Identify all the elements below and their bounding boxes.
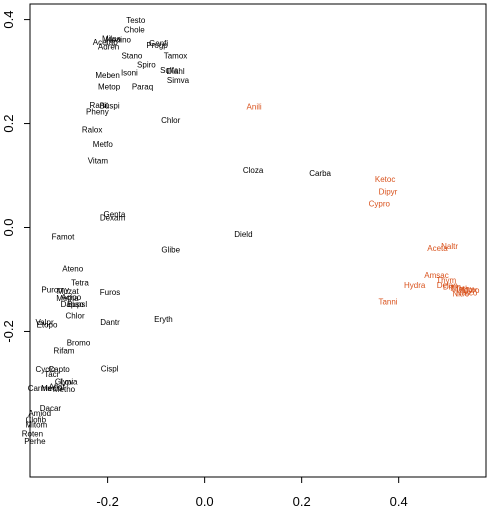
point-label-tetra: Tetra bbox=[71, 279, 89, 288]
point-label-genta: Genta bbox=[104, 210, 126, 219]
point-label-hydra: Hydra bbox=[404, 281, 426, 290]
point-label-aceta: Aceta bbox=[427, 244, 448, 253]
point-label-thym: Thym bbox=[436, 276, 456, 285]
point-label-dapso: Dapso bbox=[61, 300, 85, 309]
x-tick-label: 0.2 bbox=[293, 494, 311, 509]
point-label-dexam: Dexam bbox=[100, 214, 126, 223]
point-label-simva: Simva bbox=[167, 76, 190, 85]
point-label-glypi: Glypi bbox=[55, 377, 73, 386]
point-label-ateno: Ateno bbox=[62, 265, 83, 274]
point-label-dipyr: Dipyr bbox=[379, 188, 398, 197]
point-label-sulfa: Sulfa bbox=[160, 66, 179, 75]
point-label-paraq: Paraq bbox=[132, 83, 153, 92]
point-label-lova: Lova bbox=[60, 377, 78, 386]
point-label-furos: Furos bbox=[100, 288, 120, 297]
point-label-muzat: Muzat bbox=[57, 287, 80, 296]
point-label-carba: Carba bbox=[309, 169, 331, 178]
point-label-metho: Metho bbox=[53, 385, 76, 394]
point-label-milna: Milna bbox=[102, 34, 122, 43]
point-label-tacr: Tacr bbox=[44, 370, 59, 379]
point-label-carmu: Carmu bbox=[28, 384, 52, 393]
point-label-cloza: Cloza bbox=[243, 166, 264, 175]
point-label-vitam: Vitam bbox=[88, 157, 109, 166]
point-label-myro: Myro bbox=[462, 286, 480, 295]
point-label-bromo: Bromo bbox=[67, 338, 91, 347]
point-label-meclo: Meclo bbox=[41, 384, 63, 393]
point-label-meben: Meben bbox=[95, 71, 119, 80]
point-label-puromy: Puromy bbox=[41, 285, 69, 294]
x-tick-label: 0.0 bbox=[196, 494, 214, 509]
point-label-buspi: Buspi bbox=[100, 101, 120, 110]
point-label-cypro: Cypro bbox=[369, 200, 391, 209]
point-label-etopo: Etopo bbox=[37, 321, 58, 330]
point-label-anili: Anili bbox=[247, 102, 262, 111]
point-label-delan: Delan bbox=[437, 281, 458, 290]
point-label-perhe: Perhe bbox=[24, 437, 46, 446]
point-label-cispl: Cispl bbox=[101, 364, 119, 373]
point-label-nitro: Nitro bbox=[452, 290, 469, 299]
point-label-genfi: Genfi bbox=[149, 39, 168, 48]
point-label-eryth: Eryth bbox=[154, 315, 173, 324]
point-label-metop: Metop bbox=[98, 83, 121, 92]
point-label-spiro: Spiro bbox=[137, 60, 156, 69]
point-label-acipo: Acipo bbox=[61, 293, 82, 302]
x-tick-label: -0.2 bbox=[96, 494, 118, 509]
point-label-metha: Metha bbox=[56, 294, 79, 303]
point-label-capto: Capto bbox=[48, 365, 70, 374]
point-label-methy: Methy bbox=[452, 284, 474, 293]
y-tick-label: 0.2 bbox=[1, 115, 16, 133]
point-label-dipin: Dipin bbox=[443, 282, 461, 291]
point-label-chole: Chole bbox=[124, 26, 145, 35]
point-label-ketoc: Ketoc bbox=[375, 175, 395, 184]
point-label-digox: Digox bbox=[456, 285, 476, 294]
point-label-rifam: Rifam bbox=[54, 347, 75, 356]
point-label-dantr: Dantr bbox=[100, 318, 120, 327]
point-label-isoni: Isoni bbox=[121, 69, 138, 78]
point-label-tanni: Tanni bbox=[378, 297, 397, 306]
point-label-adren: Adren bbox=[98, 43, 119, 52]
y-tick-label: -0.2 bbox=[1, 320, 16, 342]
plot-frame bbox=[29, 3, 487, 478]
point-label-aflat: Aflat bbox=[49, 383, 66, 392]
y-tick-label: 0.0 bbox=[1, 218, 16, 236]
point-label-roten: Roten bbox=[22, 429, 43, 438]
point-label-clofib: Clofib bbox=[26, 415, 47, 424]
point-label-pheny: Pheny bbox=[86, 108, 109, 117]
y-tick-label: 0.4 bbox=[1, 11, 16, 29]
point-label-dacar: Dacar bbox=[40, 404, 62, 413]
point-label-dield: Dield bbox=[234, 230, 252, 239]
point-label-ralox: Ralox bbox=[82, 125, 102, 134]
point-label-chlor: Chlor bbox=[66, 311, 85, 320]
point-label-mitom: Mitom bbox=[25, 421, 47, 430]
point-label-progp: Progp bbox=[146, 41, 168, 50]
point-label-naltr: Naltr bbox=[441, 242, 458, 251]
point-label-stano: Stano bbox=[121, 52, 142, 61]
point-label-glibe: Glibe bbox=[161, 245, 180, 254]
point-label-chlor: Chlor bbox=[161, 116, 180, 125]
point-label-ranit: Ranit bbox=[90, 101, 109, 110]
point-label-narco: Narco bbox=[456, 289, 478, 298]
point-label-diahl: Diahl bbox=[166, 67, 184, 76]
point-label-amiod: Amiod bbox=[28, 409, 51, 418]
point-label-cyclo: Cyclo bbox=[35, 365, 56, 374]
x-tick-label: 0.4 bbox=[390, 494, 408, 509]
point-label-metfo: Metfo bbox=[93, 140, 114, 149]
point-label-testo: Testo bbox=[126, 16, 146, 25]
point-label-acetap: Acetap bbox=[93, 38, 118, 47]
point-label-famot: Famot bbox=[52, 232, 75, 241]
point-label-bupsl: Bupsl bbox=[67, 300, 87, 309]
point-label-tamox: Tamox bbox=[164, 52, 188, 61]
point-label-valpr: Valpr bbox=[36, 318, 54, 327]
point-label-neaino: Neaino bbox=[106, 35, 132, 44]
axes: -0.2 0.0 0.2 0.4 -0.2 0.0 0.2 0.4 bbox=[1, 11, 408, 509]
point-label-amsac: Amsac bbox=[424, 271, 448, 280]
